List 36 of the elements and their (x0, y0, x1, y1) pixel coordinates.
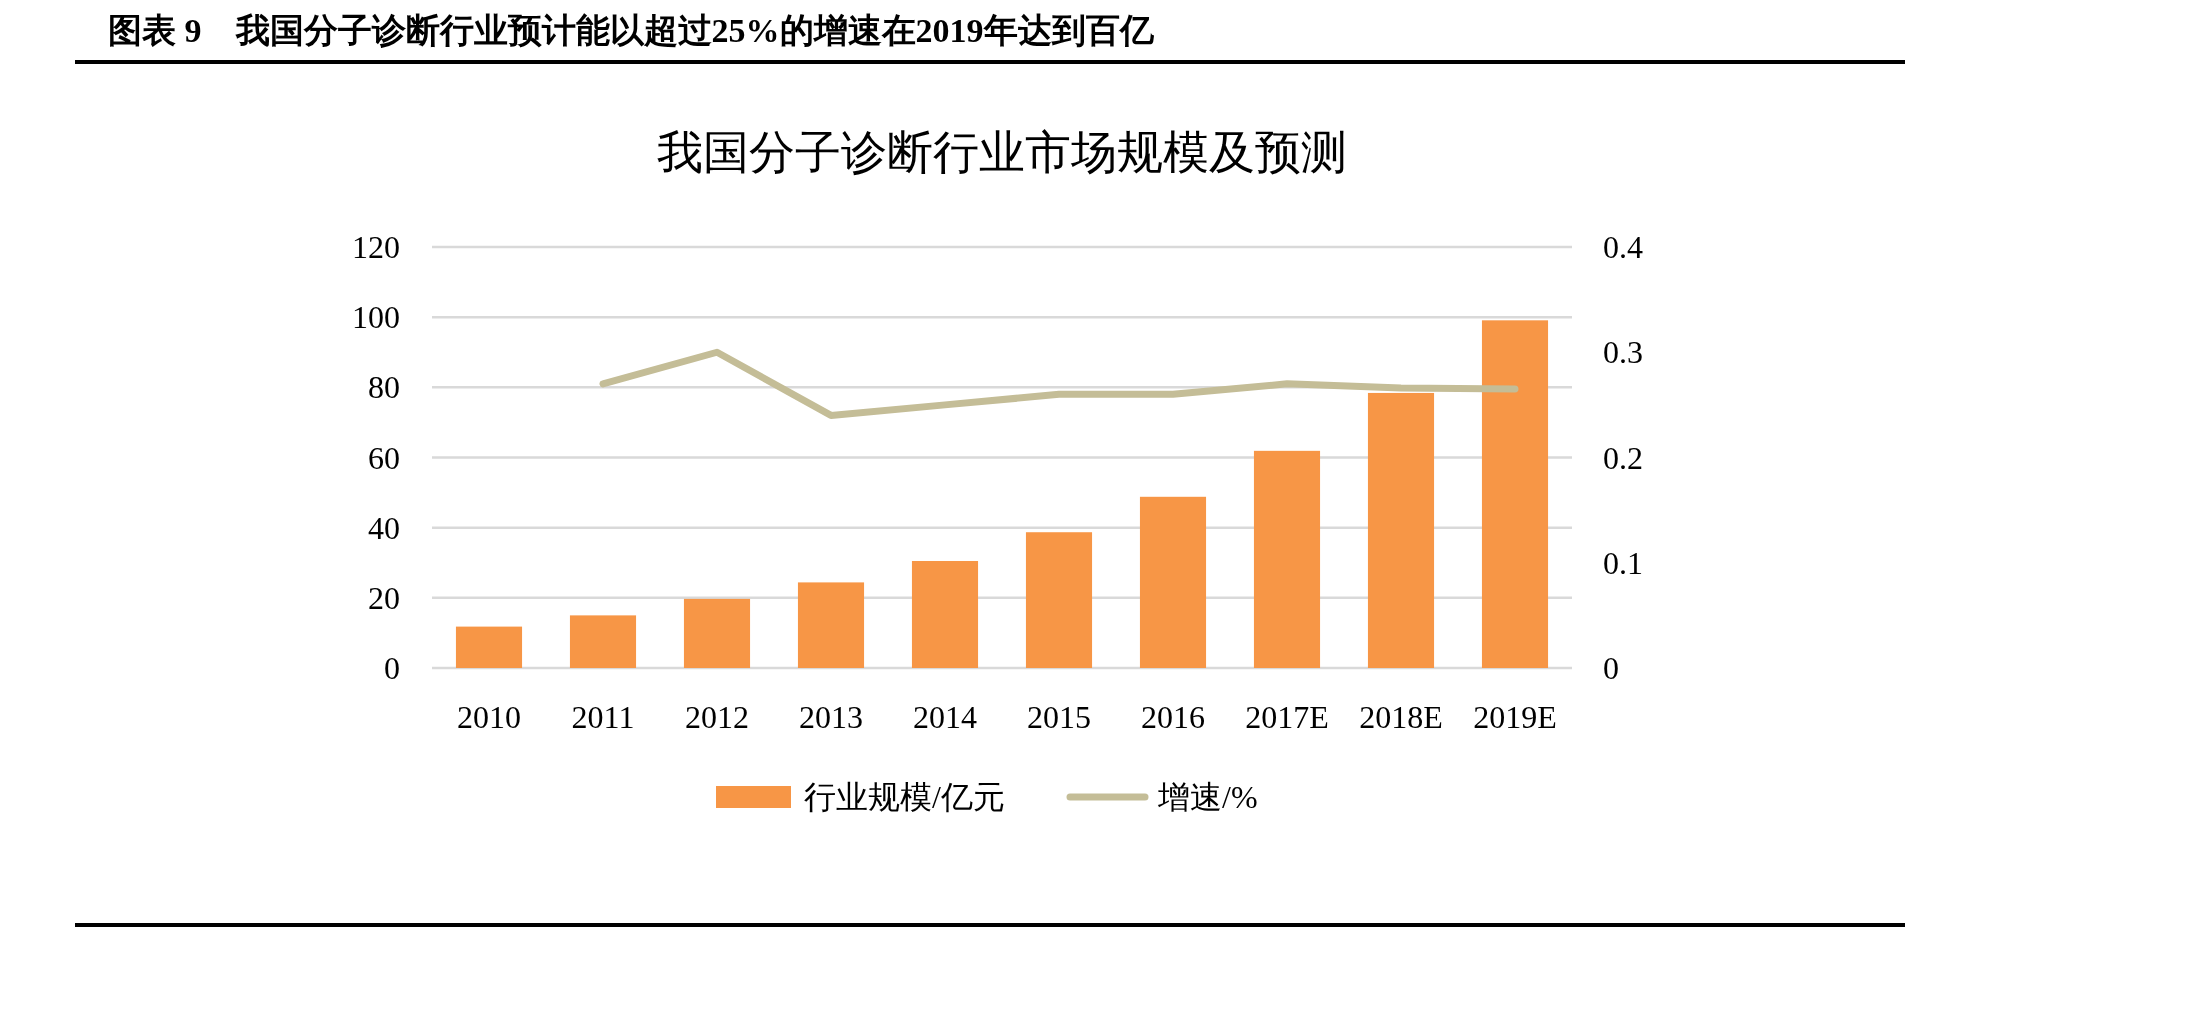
y2-tick-label: 0.2 (1603, 439, 1643, 476)
y-tick-label: 120 (352, 229, 400, 265)
x-tick-label: 2011 (571, 699, 635, 735)
x-tick-label: 2017E (1245, 699, 1329, 735)
bar (911, 561, 979, 668)
x-tick-label: 2015 (1027, 699, 1091, 735)
x-tick-label: 2018E (1359, 699, 1443, 735)
bar (1481, 320, 1549, 668)
y-tick-label: 20 (368, 579, 400, 616)
chart-title: 图表 9 我国分子诊断行业预计能以超过25%的增速在2019年达到百亿 (108, 12, 1155, 49)
y2-tick-label: 0.4 (1603, 229, 1643, 265)
y-tick-label: 100 (352, 299, 400, 336)
y-tick-label: 80 (368, 369, 400, 406)
y2-tick-label: 0 (1603, 650, 1619, 686)
x-tick-label: 2014 (913, 699, 977, 735)
bar (1367, 392, 1435, 668)
legend-label: 行业规模/亿元 (804, 779, 1005, 815)
bar (569, 615, 637, 668)
bar (683, 598, 751, 668)
y2-tick-label: 0.1 (1603, 544, 1643, 581)
bar (455, 626, 523, 668)
legend-label: 增速/% (1157, 779, 1258, 815)
bar (1139, 496, 1207, 668)
x-tick-label: 2013 (799, 699, 863, 735)
y-tick-label: 40 (368, 509, 400, 546)
bar (1025, 532, 1093, 668)
x-tick-label: 2012 (685, 699, 749, 735)
y-tick-label: 60 (368, 439, 400, 476)
y-tick-label: 0 (384, 650, 400, 686)
bar (797, 582, 865, 668)
bar (1253, 450, 1321, 668)
x-tick-label: 2019E (1473, 699, 1557, 735)
y2-tick-label: 0.3 (1603, 334, 1643, 371)
x-tick-label: 2016 (1141, 699, 1205, 735)
chart-subtitle: 我国分子诊断行业市场规模及预测 (657, 127, 1347, 178)
x-tick-label: 2010 (457, 699, 521, 735)
